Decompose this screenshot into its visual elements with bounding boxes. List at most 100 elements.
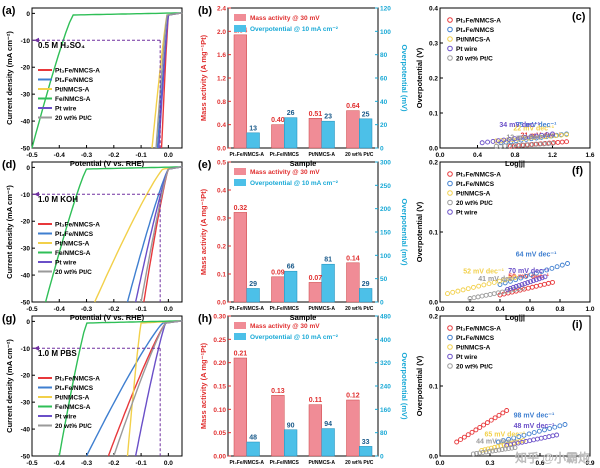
data-point-blue: [497, 282, 503, 287]
legend-label: Pt/NMCS-A: [55, 395, 90, 402]
data-point-blue: [562, 422, 568, 427]
legend-marker: [447, 190, 453, 196]
x-tick-label: 0.4: [473, 152, 482, 159]
y-tick-label: 0.0: [429, 300, 438, 307]
category-label: 20 wt% Pt/C: [345, 306, 374, 312]
data-point-purple: [542, 274, 548, 280]
legend-swatch: [234, 14, 246, 21]
y-tick-label: -10: [21, 192, 31, 199]
legend-label: Pt₃Fe/NMCS-A: [456, 172, 501, 179]
panel-i: 0.0 0.3 0.6 0.9 0.0 0.1 0.2 Log|j| Overpotential…: [415, 314, 595, 468]
category-label: 20 wt% Pt/C: [345, 152, 374, 158]
bar-overpotential: [246, 441, 260, 457]
y-axis-label-right: Overpotential (mV): [400, 352, 409, 420]
legend-label: Pt₃Fe/NMCS: [55, 385, 94, 392]
legend-label: 20 wt% Pt/C: [55, 423, 92, 430]
bar-mass-activity: [233, 34, 247, 149]
legend-swatch: [234, 168, 246, 175]
x-tick-label: 0.8: [510, 152, 519, 159]
tafel-label: 44 mV dec⁻¹: [476, 439, 517, 446]
plot-frame: [31, 315, 183, 457]
data-point-red: [564, 139, 570, 145]
y-tick-label-right: 0: [380, 454, 384, 461]
marker-arrow: [34, 37, 39, 43]
data-point-yellow: [465, 286, 471, 292]
data-point-purple: [505, 286, 510, 292]
legend-swatch: [234, 333, 246, 340]
legend-label: Overpotential @ 10 mA cm⁻²: [250, 180, 339, 187]
data-point-yellow: [491, 280, 497, 285]
y-axis-label-left: Mass activity (A mg⁻¹Pt): [199, 342, 208, 429]
legend-label: Pt₃Fe/NMCS-A: [456, 18, 501, 25]
data-point-blue: [521, 432, 527, 438]
x-tick-label: 0.0: [164, 460, 173, 467]
data-point-red: [469, 429, 475, 435]
y-tick-label-left: 0.4: [217, 122, 226, 129]
y-tick-label-left: 2.0: [217, 29, 226, 36]
bar-value-label: 29: [249, 281, 257, 288]
legend-swatch: [234, 179, 246, 186]
bar-overpotential: [359, 446, 373, 457]
bar-value-label: 90: [287, 422, 295, 429]
y-tick-label: 0.2: [429, 314, 438, 321]
x-tick-label: 0.6: [525, 306, 534, 313]
data-point-yellow: [476, 283, 482, 289]
legend-marker: [447, 334, 453, 341]
legend-label: Mass activity @ 30 mV: [250, 323, 320, 330]
legend-label: Pt/NMCS-A: [55, 87, 90, 94]
bar-value-label: 33: [362, 439, 370, 446]
bar-value-label: 81: [324, 257, 332, 264]
watermark: 知乎 @小霸炮: [514, 450, 590, 465]
data-point-purple: [536, 276, 542, 282]
data-point-gray: [506, 446, 512, 452]
y-tick-label-left: 0.0: [217, 146, 226, 153]
data-point-red: [473, 427, 479, 433]
curve-green: [31, 12, 183, 149]
bar-value-label: 29: [362, 281, 370, 288]
y-tick-label-right: 40: [380, 99, 388, 106]
data-point-red: [477, 425, 483, 430]
y-tick-label-left: 0.4: [217, 188, 226, 195]
data-point-purple: [519, 282, 525, 288]
legend-label: Pt₃Fe/NMCS: [55, 77, 94, 84]
data-point-gray: [493, 448, 499, 453]
marker-arrow: [34, 191, 39, 197]
bar-value-label: 0.09: [271, 269, 285, 276]
y-tick-label-right: 200: [380, 206, 391, 213]
x-axis-label: Sample: [290, 313, 317, 322]
legend-label: Overpotential @ 10 mA cm⁻²: [250, 26, 339, 33]
x-tick-label: 0.4: [495, 306, 504, 313]
y-tick-label-left: 0.2: [217, 244, 226, 251]
data-point-yellow: [512, 275, 518, 280]
bar-value-label: 0.64: [346, 103, 360, 110]
curve-gray: [140, 166, 183, 303]
data-point-yellow: [450, 289, 456, 295]
bar-overpotential: [284, 429, 298, 457]
y-tick-label: -50: [21, 454, 31, 461]
bar-value-label: 0.07: [309, 275, 323, 282]
legend-label: Pt wire: [55, 414, 77, 421]
y-tick-label-left: 1.6: [217, 52, 226, 59]
data-point-blue: [511, 435, 517, 441]
y-tick-label: -10: [21, 346, 31, 353]
y-tick-label: -40: [21, 119, 31, 126]
x-axis-label: Sample: [290, 159, 317, 168]
y-tick-label-right: 80: [380, 430, 388, 437]
data-point-yellow: [445, 291, 450, 297]
data-point-blue: [526, 431, 532, 437]
y-tick-label: 0.0: [429, 454, 438, 461]
y-tick-label-left: 0.5: [217, 160, 226, 167]
y-tick-label: 0.0: [429, 146, 438, 153]
category-label: Pt₃Fe/NMCS: [270, 152, 300, 158]
legend-label: Overpotential @ 10 mA cm⁻²: [250, 334, 339, 341]
y-tick-label-left: 0.25: [213, 337, 226, 344]
category-label: Pt/NMCS-A: [309, 306, 336, 312]
y-tick-label: 0.2: [429, 160, 438, 167]
bar-overpotential: [246, 288, 260, 303]
legend-label: 20 wt% Pt/C: [456, 200, 493, 207]
data-point-yellow: [499, 138, 505, 143]
data-point-red: [550, 279, 555, 285]
legend-label: Pt/NMCS-A: [456, 345, 491, 352]
data-point-blue: [533, 270, 539, 276]
legend-label: Pt₃Fe/NMCS-A: [55, 68, 100, 75]
